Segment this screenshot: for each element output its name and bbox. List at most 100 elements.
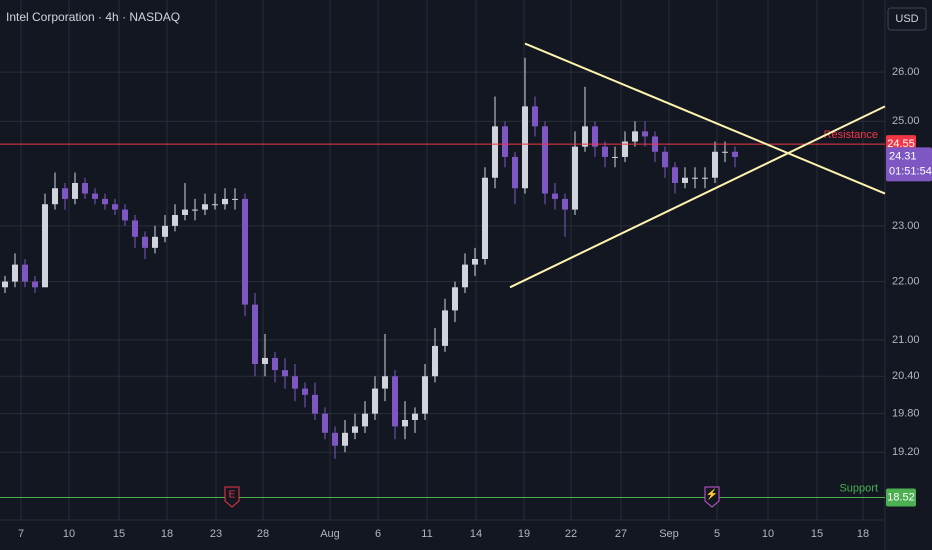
y-tick-label: 20.40: [892, 370, 920, 382]
candle-body: [502, 126, 508, 157]
candle-body: [272, 357, 278, 371]
candle-body: [132, 220, 138, 237]
candle-body: [252, 304, 258, 365]
candle-body: [482, 177, 488, 259]
candle-body: [232, 198, 238, 200]
candle-body: [692, 177, 698, 179]
candle-body: [732, 151, 738, 157]
x-tick-label: Aug: [320, 528, 340, 540]
candle-body: [182, 209, 188, 215]
event-label: E: [229, 490, 236, 501]
candle-body: [702, 177, 708, 179]
candle-body: [632, 131, 638, 142]
candle-body: [62, 188, 68, 199]
candle-body: [352, 426, 358, 433]
candle-body: [662, 151, 668, 168]
candle-body: [432, 345, 438, 377]
last-price-label: 24.31: [889, 150, 917, 162]
candle-body: [302, 388, 308, 395]
level-price-label: 24.55: [887, 138, 915, 150]
candle-body: [52, 188, 58, 205]
candle-body: [332, 432, 338, 446]
candle-body: [82, 182, 88, 194]
x-tick-label: 5: [714, 528, 720, 540]
overlay: 26.00 25.00 23.00 22.00 21.00 20.40 19.80 19.20…: [0, 42, 932, 540]
countdown-label: 01:51:54: [889, 165, 932, 177]
level-price-box: [886, 488, 916, 507]
candle-body: [312, 394, 318, 414]
candle-body: [292, 376, 298, 389]
candle-body: [262, 357, 268, 365]
x-tick-label: 6: [375, 528, 381, 540]
candle-body: [402, 420, 408, 427]
level-name: Support: [839, 482, 878, 494]
x-tick-label: 10: [63, 528, 75, 540]
y-tick-label: 22.00: [892, 275, 920, 287]
currency-label: USD: [895, 13, 918, 25]
y-tick-label: 19.80: [892, 408, 920, 420]
level-name: Resistance: [824, 129, 878, 141]
candle-body: [642, 131, 648, 137]
candle-body: [672, 167, 678, 183]
candle-body: [222, 198, 228, 205]
x-tick-label: 28: [257, 528, 269, 540]
candle-body: [462, 264, 468, 288]
x-tick-label: 15: [811, 528, 823, 540]
candle-body: [542, 126, 548, 194]
x-tick-label: 11: [421, 528, 432, 540]
candle-body: [382, 376, 388, 389]
candle-body: [622, 141, 628, 157]
candle-body: [12, 264, 18, 282]
candle-body: [722, 151, 728, 153]
candle-body: [92, 193, 98, 199]
candle-body: [412, 413, 418, 421]
candle-body: [342, 432, 348, 446]
grid: [0, 0, 885, 520]
candle-body: [322, 413, 328, 433]
candle-body: [362, 413, 368, 427]
candle-body: [442, 310, 448, 346]
candle-body: [452, 287, 458, 311]
candle-body: [552, 193, 558, 199]
candle-body: [2, 281, 8, 288]
candle-body: [242, 198, 248, 305]
candle-body: [582, 126, 588, 147]
trend-line: [524, 42, 886, 195]
candle-body: [22, 264, 28, 282]
y-tick-label: 19.20: [892, 446, 920, 458]
level-price-label: 18.52: [887, 491, 915, 503]
candle-body: [602, 146, 608, 157]
candle-body: [282, 370, 288, 377]
last-price-box: [886, 147, 932, 182]
x-tick-label: 27: [615, 528, 627, 540]
candle-body: [152, 236, 158, 248]
x-tick-label: 19: [518, 528, 530, 540]
x-tick-label: 7: [18, 528, 24, 540]
candle-body: [592, 126, 598, 147]
y-tick-label: 26.00: [892, 66, 920, 78]
x-tick-label: 18: [857, 528, 869, 540]
candle-body: [512, 156, 518, 189]
candle-body: [612, 156, 618, 158]
x-tick-label: 23: [210, 528, 222, 540]
candle-body: [572, 146, 578, 210]
candle-body: [172, 214, 178, 226]
y-tick-label: 21.00: [892, 334, 920, 346]
candle-body: [492, 126, 498, 178]
candle-body: [712, 151, 718, 178]
trend-line: [509, 105, 886, 289]
x-tick-label: Sep: [659, 528, 679, 540]
candle-body: [32, 281, 38, 288]
candle-body: [192, 209, 198, 211]
y-tick-label: 23.00: [892, 220, 920, 232]
candle-body: [162, 225, 168, 237]
x-tick-label: 15: [113, 528, 125, 540]
candle-body: [212, 204, 218, 206]
event-marker: [224, 486, 240, 508]
currency-button[interactable]: [887, 7, 927, 31]
chart-title: Intel Corporation · 4h · NASDAQ: [6, 10, 180, 24]
candle-body: [522, 106, 528, 189]
candle-body: [682, 177, 688, 183]
event-label: ⚡: [706, 488, 718, 501]
x-tick-label: 10: [762, 528, 774, 540]
